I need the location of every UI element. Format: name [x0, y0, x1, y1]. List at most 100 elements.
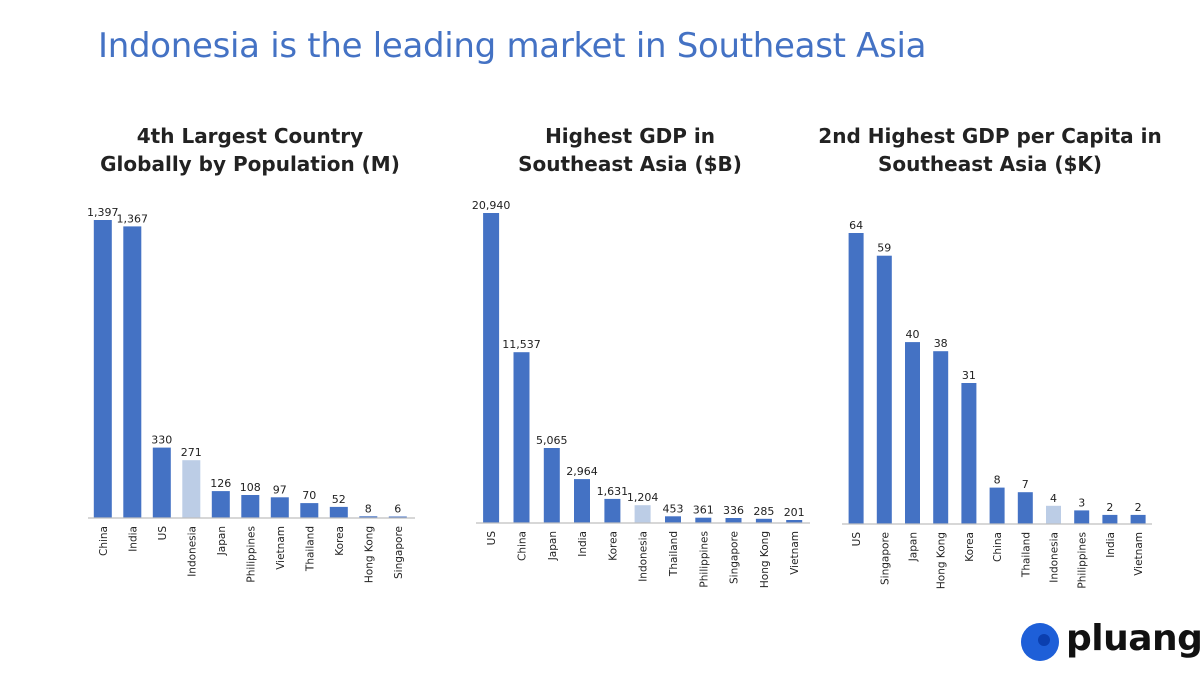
- data-label: 361: [693, 504, 714, 517]
- bar-indonesia: [1046, 505, 1061, 524]
- data-label: 97: [273, 483, 287, 496]
- bar-japan: [211, 491, 230, 518]
- tick-label: US: [486, 531, 498, 546]
- data-label: 6: [394, 503, 401, 516]
- bar-thailand: [300, 503, 319, 518]
- data-label: 2: [1106, 501, 1113, 514]
- bar-china: [93, 220, 112, 518]
- tick-label: Vietnam: [1133, 532, 1145, 576]
- tick-label: Korea: [607, 531, 619, 561]
- bar-indonesia: [182, 460, 201, 518]
- tick-label: Korea: [964, 532, 976, 562]
- tick-label: US: [851, 532, 863, 547]
- tick-label: India: [1105, 532, 1117, 558]
- bar-japan: [905, 342, 920, 524]
- bar-korea: [961, 383, 977, 524]
- bar-singapore: [876, 255, 892, 524]
- tick-label: Japan: [216, 526, 228, 556]
- data-label: 126: [210, 477, 231, 490]
- bar-vietnam: [1130, 514, 1146, 524]
- data-label: 8: [365, 502, 372, 515]
- bar-china: [989, 487, 1005, 524]
- tick-label: Hong Kong: [759, 531, 771, 588]
- tick-label: Indonesia: [638, 531, 650, 582]
- bar-hong-kong: [359, 516, 378, 518]
- data-label: 330: [151, 434, 172, 447]
- data-label: 7: [1022, 478, 1029, 491]
- data-label: 1,397: [87, 206, 119, 219]
- pluang-logo-text: pluang: [1066, 618, 1200, 659]
- tick-label: Hong Kong: [936, 532, 948, 589]
- data-label: 201: [784, 506, 805, 519]
- data-label: 5,065: [536, 434, 568, 447]
- bar-philippines: [241, 495, 260, 518]
- tick-label: China: [992, 532, 1004, 562]
- tick-label: India: [577, 531, 589, 557]
- data-label: 11,537: [502, 338, 541, 351]
- tick-label: China: [517, 531, 529, 561]
- tick-label: Thailand: [668, 531, 680, 577]
- tick-label: Japan: [547, 531, 559, 561]
- tick-label: Indonesia: [1049, 532, 1061, 583]
- data-label: 2,964: [566, 465, 598, 478]
- tick-label: Korea: [334, 526, 346, 556]
- bar-korea: [604, 498, 621, 523]
- tick-label: Philippines: [245, 526, 257, 583]
- chart-title-line-2: Southeast Asia ($K): [877, 152, 1103, 176]
- bar-india: [123, 226, 142, 518]
- bar-hong-kong: [933, 351, 949, 524]
- tick-label: Singapore: [879, 532, 891, 585]
- chart-title-line-1: 2nd Highest GDP per Capita in: [818, 124, 1162, 148]
- tick-label: Thailand: [304, 526, 316, 572]
- tick-label: China: [98, 526, 110, 556]
- tick-label: Indonesia: [186, 526, 198, 577]
- data-label: 8: [994, 474, 1001, 487]
- data-label: 108: [240, 481, 261, 494]
- bar-us: [483, 213, 500, 523]
- data-label: 3: [1078, 496, 1085, 509]
- tick-label: Thailand: [1020, 532, 1032, 578]
- tick-label: Hong Kong: [363, 526, 375, 583]
- data-label: 4: [1050, 492, 1057, 505]
- bar-indonesia: [634, 505, 651, 523]
- tick-label: Vietnam: [789, 531, 801, 575]
- bar-hong-kong: [755, 518, 772, 523]
- page-headline: Indonesia is the leading market in South…: [98, 26, 927, 66]
- pluang-logo: pluang: [1018, 618, 1200, 668]
- data-label: 64: [849, 219, 863, 232]
- tick-label: Japan: [908, 532, 920, 562]
- chart-group-1: 20,940 US 11,537 China 5,065 Japan 2,964 India 1…: [472, 199, 810, 588]
- data-label: 40: [906, 328, 920, 341]
- chart-title-line-1: Highest GDP in: [545, 124, 715, 148]
- bar-japan: [543, 448, 560, 523]
- data-label: 336: [723, 504, 744, 517]
- bar-vietnam: [786, 520, 803, 523]
- data-label: 1,204: [627, 491, 659, 504]
- data-label: 285: [753, 505, 774, 518]
- chart-title-gdp-per-capita: 2nd Highest GDP per Capita in Southeast …: [790, 122, 1190, 178]
- bar-thailand: [665, 516, 681, 523]
- data-label: 1,631: [597, 485, 629, 498]
- bar-us: [152, 447, 171, 518]
- tick-label: India: [127, 526, 139, 552]
- bar-india: [1102, 514, 1118, 524]
- data-label: 38: [934, 337, 948, 350]
- data-label: 70: [302, 489, 316, 502]
- tick-label: Singapore: [729, 531, 741, 584]
- bar-thailand: [1017, 492, 1033, 524]
- data-label: 271: [181, 446, 202, 459]
- chart-title-line-2: Globally by Population (M): [100, 152, 400, 176]
- data-label: 1,367: [117, 212, 149, 225]
- data-label: 2: [1135, 501, 1142, 514]
- data-label: 52: [332, 493, 346, 506]
- bar-philippines: [1074, 510, 1090, 524]
- data-label: 20,940: [472, 199, 511, 212]
- bar-vietnam: [270, 497, 289, 518]
- data-label: 453: [663, 502, 684, 515]
- tick-label: Philippines: [1077, 532, 1089, 589]
- bar-philippines: [695, 517, 712, 523]
- chart-title-line-1: 4th Largest Country: [136, 124, 364, 148]
- bar-china: [513, 352, 530, 523]
